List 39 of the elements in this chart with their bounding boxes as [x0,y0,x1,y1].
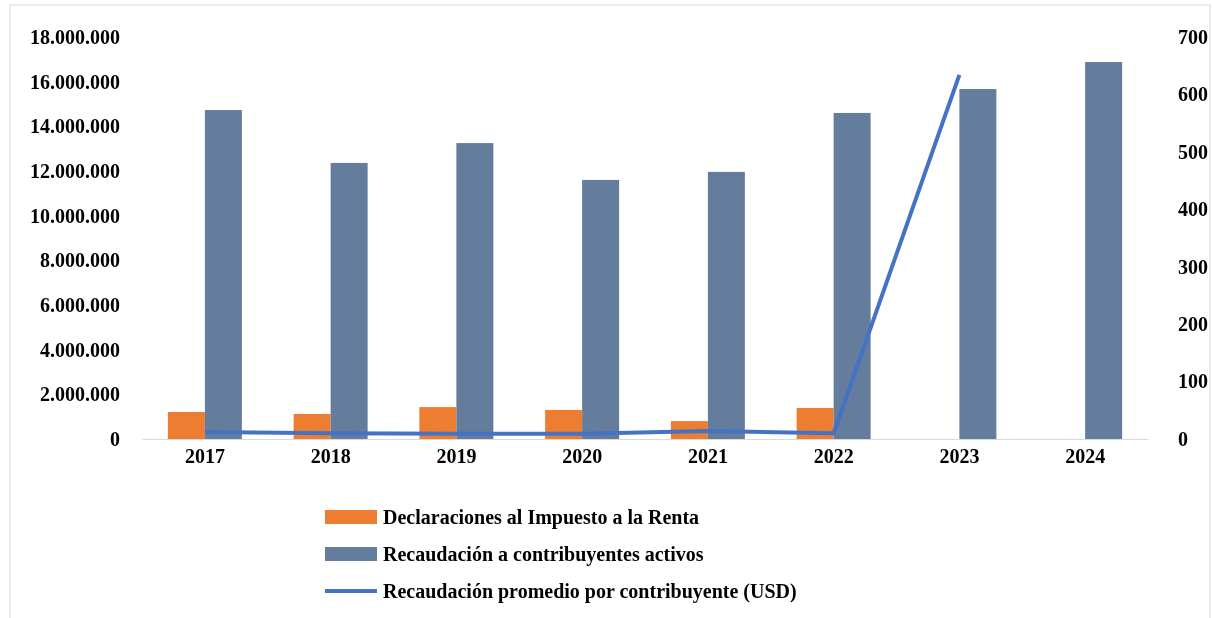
y-tick-label: 4.000.000 [40,338,120,361]
y-tick-label: 10.000.000 [30,204,120,227]
bar [959,89,997,439]
bar [456,143,494,439]
x-tick-label: 2017 [184,445,225,468]
y-tick-label: 2.000.000 [40,383,120,406]
x-tick-label: 2024 [1065,445,1106,468]
legend-label: Declaraciones al Impuesto a la Renta [383,506,700,529]
x-tick-label: 2019 [436,445,477,468]
y2-tick-label: 0 [1178,427,1188,450]
y2-tick-label: 700 [1178,25,1208,48]
y-tick-label: 0 [110,427,120,450]
y-tick-label: 14.000.000 [30,115,120,138]
bar [833,112,871,439]
y-tick-label: 8.000.000 [40,249,120,272]
bar [582,179,620,439]
x-tick-label: 2022 [813,445,854,468]
y2-tick-label: 400 [1178,198,1208,221]
bar [1085,62,1123,439]
line-series [202,72,962,436]
y2-tick-label: 500 [1178,140,1208,163]
x-tick-label: 2021 [687,445,728,468]
y-tick-label: 6.000.000 [40,293,120,316]
legend-label: Recaudación promedio por contribuyente (USD) [383,580,797,603]
bar [167,411,205,439]
y-tick-label: 16.000.000 [30,70,120,93]
y2-tick-label: 600 [1178,83,1208,106]
y-tick-label: 12.000.000 [30,159,120,182]
x-tick-label: 2023 [939,445,980,468]
y2-tick-label: 200 [1178,313,1208,336]
y-tick-label: 18.000.000 [30,25,120,48]
x-tick-label: 2020 [562,445,603,468]
legend-label: Recaudación a contribuyentes activos [383,543,704,566]
x-tick-label: 2018 [310,445,351,468]
y2-tick-label: 100 [1178,370,1208,393]
bar [330,162,368,439]
bar [707,171,745,439]
bar [204,110,242,439]
y2-tick-label: 300 [1178,255,1208,278]
